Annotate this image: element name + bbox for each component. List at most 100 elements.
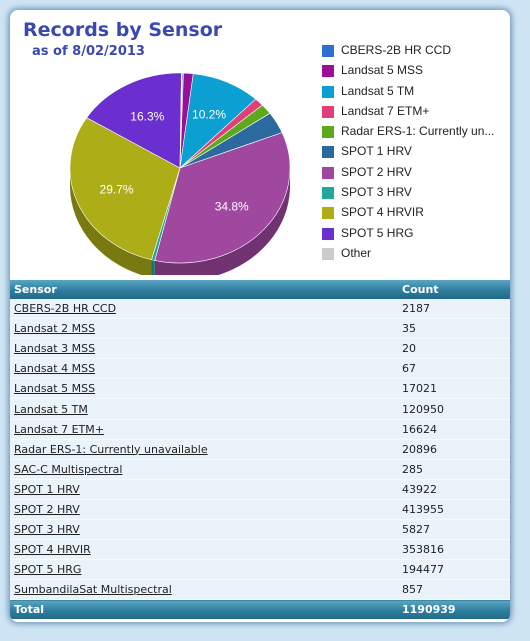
sensor-link[interactable]: SPOT 3 HRV <box>10 519 398 541</box>
legend-label: Landsat 5 TM <box>341 83 415 98</box>
count-cell: 194477 <box>398 559 510 581</box>
sensor-link[interactable]: SAC-C Multispectral <box>10 459 398 480</box>
legend-item[interactable]: Other <box>322 245 507 265</box>
count-column-header[interactable]: Count <box>398 280 510 299</box>
legend-item[interactable]: SPOT 4 HRVIR <box>322 204 507 224</box>
table-row: SAC-C Multispectral 285 <box>10 459 510 480</box>
sensor-link[interactable]: Landsat 5 MSS <box>10 378 398 400</box>
pie-slice[interactable] <box>179 73 257 169</box>
legend-label: CBERS-2B HR CCD <box>341 43 452 57</box>
count-cell: 20896 <box>398 439 510 460</box>
count-cell: 67 <box>398 358 510 380</box>
table-row: Landsat 4 MSS 67 <box>10 358 510 380</box>
legend-item[interactable]: SPOT 3 HRV <box>322 184 507 204</box>
sensor-link[interactable]: Landsat 7 ETM+ <box>10 419 398 440</box>
sensor-column-header[interactable]: Sensor <box>10 280 398 299</box>
legend-swatch <box>322 207 334 220</box>
table-row: SPOT 1 HRV 43922 <box>10 479 510 500</box>
count-cell: 285 <box>398 459 510 480</box>
chart-legend: CBERS-2B HR CCD Landsat 5 MSS Landsat 5 TM… <box>322 42 507 265</box>
legend-swatch <box>322 227 334 240</box>
legend-item[interactable]: SPOT 1 HRV <box>322 143 507 163</box>
pie-slice[interactable] <box>154 132 291 264</box>
legend-swatch <box>322 166 334 179</box>
pie-slice-side <box>154 168 290 275</box>
records-panel: Records by Sensor as of 8/02/2013 10.2% 3… <box>10 10 510 622</box>
legend-item[interactable]: SPOT 2 HRV <box>322 164 507 184</box>
legend-swatch <box>322 45 334 57</box>
table-row: SumbandilaSat Multispectral 857 <box>10 579 510 601</box>
sensor-link[interactable]: Landsat 5 TM <box>10 398 398 420</box>
sensor-link[interactable]: CBERS-2B HR CCD <box>10 299 398 320</box>
pie-slice-side <box>70 168 152 275</box>
legend-label: Other <box>341 245 372 260</box>
count-cell: 43922 <box>398 479 510 500</box>
count-cell: 35 <box>398 318 510 340</box>
table-row: Radar ERS-1: Currently unavailable 20896 <box>10 439 510 460</box>
total-value: 1190939 <box>398 599 510 620</box>
total-label: Total <box>10 599 398 620</box>
table-row: Landsat 5 TM 120950 <box>10 398 510 420</box>
count-cell: 857 <box>398 579 510 601</box>
legend-item[interactable]: Landsat 5 TM <box>322 83 507 103</box>
legend-label: SPOT 3 HRV <box>341 185 412 200</box>
sensor-link[interactable]: SPOT 5 HRG <box>10 559 398 581</box>
chart-title: Records by Sensor <box>23 19 223 41</box>
pie-slice[interactable] <box>86 72 182 169</box>
legend-swatch <box>322 65 334 78</box>
table-row: Landsat 3 MSS 20 <box>10 338 510 360</box>
pie-data-label: 16.3% <box>130 109 164 123</box>
pie-chart: 10.2% 34.8% 29.7% 16.3% <box>69 72 291 275</box>
sensor-table: Sensor Count CBERS-2B HR CCD 2187 Landsat … <box>10 280 510 620</box>
table-row: SPOT 4 HRVIR 353816 <box>10 539 510 561</box>
legend-swatch <box>322 187 334 200</box>
table-row: SPOT 3 HRV 5827 <box>10 519 510 541</box>
pie-data-label: 10.2% <box>192 108 226 122</box>
legend-swatch <box>322 105 334 118</box>
count-cell: 2187 <box>398 299 510 320</box>
pie-data-label: 29.7% <box>100 183 134 197</box>
count-cell: 120950 <box>398 398 510 420</box>
count-cell: 5827 <box>398 519 510 541</box>
legend-item[interactable]: Landsat 5 MSS <box>322 62 507 82</box>
table-row: SPOT 5 HRG 194477 <box>10 559 510 581</box>
table-body: CBERS-2B HR CCD 2187 Landsat 2 MSS 35 Landsa… <box>10 299 510 601</box>
count-cell: 353816 <box>398 539 510 561</box>
sensor-link[interactable]: SPOT 1 HRV <box>10 479 398 500</box>
sensor-link[interactable]: Landsat 3 MSS <box>10 338 398 360</box>
count-cell: 17021 <box>398 378 510 400</box>
table-total-row: Total 1190939 <box>10 599 510 620</box>
legend-item[interactable]: SPOT 5 HRG <box>322 225 507 245</box>
legend-label: Landsat 7 ETM+ <box>341 103 430 118</box>
legend-label: Radar ERS-1: Currently un... <box>341 124 495 139</box>
sensor-link[interactable]: Landsat 4 MSS <box>10 358 398 380</box>
sensor-link[interactable]: SPOT 4 HRVIR <box>10 539 398 561</box>
count-cell: 413955 <box>398 499 510 521</box>
table-row: CBERS-2B HR CCD 2187 <box>10 299 510 320</box>
legend-item[interactable]: Radar ERS-1: Currently un... <box>322 123 507 143</box>
pie-slice[interactable] <box>179 72 183 169</box>
pie-data-label: 34.8% <box>215 199 249 213</box>
table-header-row: Sensor Count <box>10 280 510 299</box>
count-cell: 16624 <box>398 419 510 440</box>
legend-swatch <box>322 126 334 139</box>
table-row: Landsat 7 ETM+ 16624 <box>10 419 510 440</box>
legend-label: SPOT 2 HRV <box>341 164 412 179</box>
pie-slice-side <box>151 259 155 275</box>
legend-label: SPOT 5 HRG <box>341 225 414 240</box>
chart-subtitle: as of 8/02/2013 <box>32 44 145 59</box>
legend-item[interactable]: CBERS-2B HR CCD <box>322 42 507 62</box>
legend-swatch <box>322 146 334 159</box>
legend-item[interactable]: Landsat 7 ETM+ <box>322 103 507 123</box>
legend-label: SPOT 4 HRVIR <box>341 205 424 220</box>
sensor-link[interactable]: SumbandilaSat Multispectral <box>10 579 398 601</box>
count-cell: 20 <box>398 338 510 360</box>
legend-label: SPOT 1 HRV <box>341 144 412 159</box>
table-row: Landsat 2 MSS 35 <box>10 318 510 340</box>
sensor-link[interactable]: Radar ERS-1: Currently unavailable <box>10 439 398 460</box>
legend-label: Landsat 5 MSS <box>341 63 424 78</box>
sensor-link[interactable]: Landsat 2 MSS <box>10 318 398 340</box>
table-row: SPOT 2 HRV 413955 <box>10 499 510 521</box>
sensor-link[interactable]: SPOT 2 HRV <box>10 499 398 521</box>
table-row: Landsat 5 MSS 17021 <box>10 378 510 400</box>
